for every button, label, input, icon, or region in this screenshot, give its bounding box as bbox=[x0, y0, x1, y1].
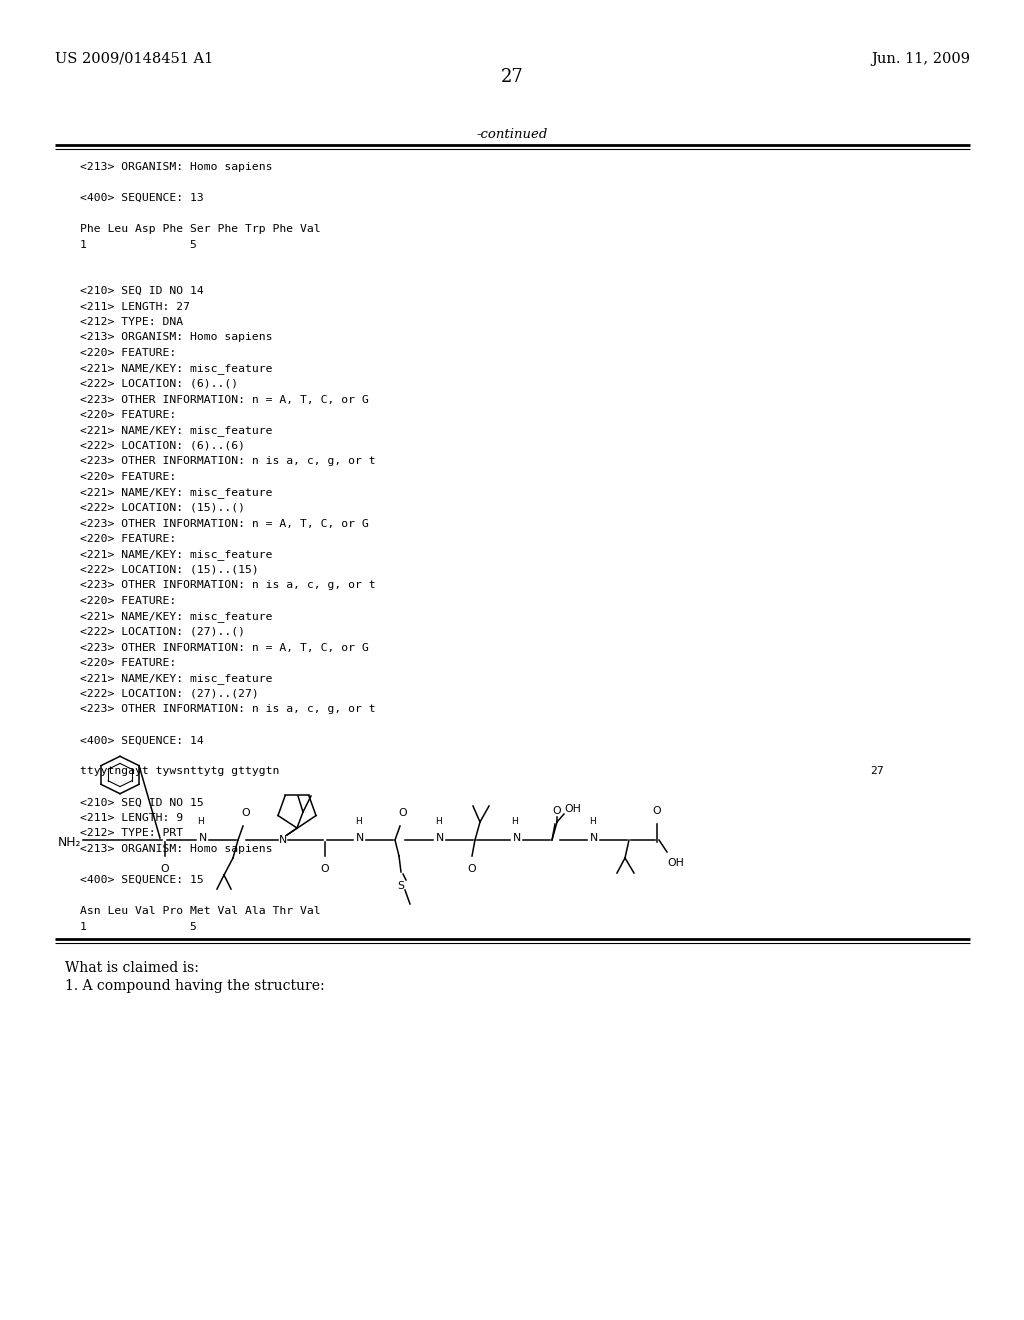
Text: <400> SEQUENCE: 15: <400> SEQUENCE: 15 bbox=[80, 875, 204, 884]
Text: Phe Leu Asp Phe Ser Phe Trp Phe Val: Phe Leu Asp Phe Ser Phe Trp Phe Val bbox=[80, 224, 321, 234]
Text: <222> LOCATION: (27)..(): <222> LOCATION: (27)..() bbox=[80, 627, 245, 638]
Text: <400> SEQUENCE: 13: <400> SEQUENCE: 13 bbox=[80, 193, 204, 203]
Text: O: O bbox=[161, 865, 169, 874]
Text: <221> NAME/KEY: misc_feature: <221> NAME/KEY: misc_feature bbox=[80, 549, 272, 561]
Text: <223> OTHER INFORMATION: n = A, T, C, or G: <223> OTHER INFORMATION: n = A, T, C, or… bbox=[80, 519, 369, 528]
Text: ttyytngayt tywsnttytg gttygtn: ttyytngayt tywsnttytg gttygtn bbox=[80, 767, 280, 776]
Text: <213> ORGANISM: Homo sapiens: <213> ORGANISM: Homo sapiens bbox=[80, 162, 272, 172]
Text: <213> ORGANISM: Homo sapiens: <213> ORGANISM: Homo sapiens bbox=[80, 333, 272, 342]
Text: O: O bbox=[468, 865, 476, 874]
Text: <223> OTHER INFORMATION: n is a, c, g, or t: <223> OTHER INFORMATION: n is a, c, g, o… bbox=[80, 581, 376, 590]
Text: <222> LOCATION: (27)..(27): <222> LOCATION: (27)..(27) bbox=[80, 689, 259, 700]
Text: N: N bbox=[590, 833, 598, 843]
Text: <223> OTHER INFORMATION: n is a, c, g, or t: <223> OTHER INFORMATION: n is a, c, g, o… bbox=[80, 705, 376, 714]
Text: <400> SEQUENCE: 14: <400> SEQUENCE: 14 bbox=[80, 735, 204, 746]
Text: O: O bbox=[553, 807, 561, 816]
Text: <213> ORGANISM: Homo sapiens: <213> ORGANISM: Homo sapiens bbox=[80, 843, 272, 854]
Text: O: O bbox=[321, 865, 330, 874]
Text: <211> LENGTH: 27: <211> LENGTH: 27 bbox=[80, 301, 190, 312]
Text: US 2009/0148451 A1: US 2009/0148451 A1 bbox=[55, 51, 213, 66]
Text: <210> SEQ ID NO 14: <210> SEQ ID NO 14 bbox=[80, 286, 204, 296]
Text: <222> LOCATION: (15)..(): <222> LOCATION: (15)..() bbox=[80, 503, 245, 513]
Text: <220> FEATURE:: <220> FEATURE: bbox=[80, 473, 176, 482]
Text: Jun. 11, 2009: Jun. 11, 2009 bbox=[871, 51, 970, 66]
Text: 27: 27 bbox=[870, 767, 884, 776]
Text: O: O bbox=[242, 808, 250, 818]
Text: <221> NAME/KEY: misc_feature: <221> NAME/KEY: misc_feature bbox=[80, 673, 272, 684]
Text: <220> FEATURE:: <220> FEATURE: bbox=[80, 348, 176, 358]
Text: 27: 27 bbox=[501, 69, 523, 86]
Text: <223> OTHER INFORMATION: n = A, T, C, or G: <223> OTHER INFORMATION: n = A, T, C, or… bbox=[80, 395, 369, 404]
Text: <222> LOCATION: (6)..(): <222> LOCATION: (6)..() bbox=[80, 379, 239, 389]
Text: N: N bbox=[436, 833, 444, 843]
Text: Asn Leu Val Pro Met Val Ala Thr Val: Asn Leu Val Pro Met Val Ala Thr Val bbox=[80, 906, 321, 916]
Text: 1. A compound having the structure:: 1. A compound having the structure: bbox=[65, 979, 325, 993]
Text: <220> FEATURE:: <220> FEATURE: bbox=[80, 535, 176, 544]
Text: H: H bbox=[354, 817, 361, 826]
Text: <221> NAME/KEY: misc_feature: <221> NAME/KEY: misc_feature bbox=[80, 425, 272, 437]
Text: <223> OTHER INFORMATION: n = A, T, C, or G: <223> OTHER INFORMATION: n = A, T, C, or… bbox=[80, 643, 369, 652]
Text: S: S bbox=[397, 880, 404, 891]
Text: <210> SEQ ID NO 15: <210> SEQ ID NO 15 bbox=[80, 797, 204, 808]
Text: O: O bbox=[398, 808, 408, 818]
Text: O: O bbox=[652, 807, 662, 816]
Text: <221> NAME/KEY: misc_feature: <221> NAME/KEY: misc_feature bbox=[80, 363, 272, 375]
Text: OH: OH bbox=[564, 804, 581, 814]
Text: 1               5: 1 5 bbox=[80, 239, 197, 249]
Text: N: N bbox=[279, 836, 287, 845]
Text: NH₂: NH₂ bbox=[58, 836, 81, 849]
Text: 1               5: 1 5 bbox=[80, 921, 197, 932]
Text: <223> OTHER INFORMATION: n is a, c, g, or t: <223> OTHER INFORMATION: n is a, c, g, o… bbox=[80, 457, 376, 466]
Text: -continued: -continued bbox=[476, 128, 548, 141]
Text: <222> LOCATION: (15)..(15): <222> LOCATION: (15)..(15) bbox=[80, 565, 259, 576]
Text: <222> LOCATION: (6)..(6): <222> LOCATION: (6)..(6) bbox=[80, 441, 245, 451]
Text: N: N bbox=[356, 833, 365, 843]
Text: <220> FEATURE:: <220> FEATURE: bbox=[80, 657, 176, 668]
Text: <211> LENGTH: 9: <211> LENGTH: 9 bbox=[80, 813, 183, 822]
Text: <221> NAME/KEY: misc_feature: <221> NAME/KEY: misc_feature bbox=[80, 611, 272, 623]
Text: N: N bbox=[199, 833, 207, 843]
Text: OH: OH bbox=[667, 858, 684, 869]
Text: H: H bbox=[434, 817, 441, 826]
Text: H: H bbox=[512, 817, 518, 826]
Text: N: N bbox=[513, 833, 521, 843]
Text: <220> FEATURE:: <220> FEATURE: bbox=[80, 411, 176, 420]
Text: H: H bbox=[589, 817, 595, 826]
Text: <212> TYPE: DNA: <212> TYPE: DNA bbox=[80, 317, 183, 327]
Text: <221> NAME/KEY: misc_feature: <221> NAME/KEY: misc_feature bbox=[80, 487, 272, 499]
Text: <212> TYPE: PRT: <212> TYPE: PRT bbox=[80, 829, 183, 838]
Text: What is claimed is:: What is claimed is: bbox=[65, 961, 199, 975]
Text: <220> FEATURE:: <220> FEATURE: bbox=[80, 597, 176, 606]
Text: H: H bbox=[197, 817, 204, 826]
